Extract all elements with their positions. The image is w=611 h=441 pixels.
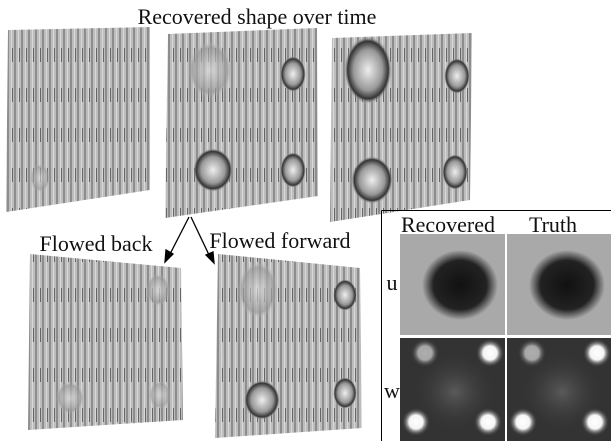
column-header: Truth <box>529 212 577 237</box>
surface <box>28 254 183 430</box>
field-image <box>507 338 611 441</box>
field-image <box>507 234 611 335</box>
label-flowed-forward: Flowed forward <box>209 228 350 253</box>
label-flowed-back: Flowed back <box>39 231 152 256</box>
surface <box>215 254 362 438</box>
surface <box>330 33 472 222</box>
row-header: w <box>384 378 400 403</box>
surface <box>165 28 318 218</box>
arrows <box>165 217 214 263</box>
column-header: Recovered <box>401 212 495 237</box>
row-header: u <box>387 270 398 295</box>
surface <box>6 27 150 212</box>
title: Recovered shape over time <box>138 4 377 29</box>
field-image <box>400 338 505 441</box>
field-image <box>400 234 505 335</box>
figure: Recovered shape over time Flowed back Fl… <box>0 0 611 441</box>
